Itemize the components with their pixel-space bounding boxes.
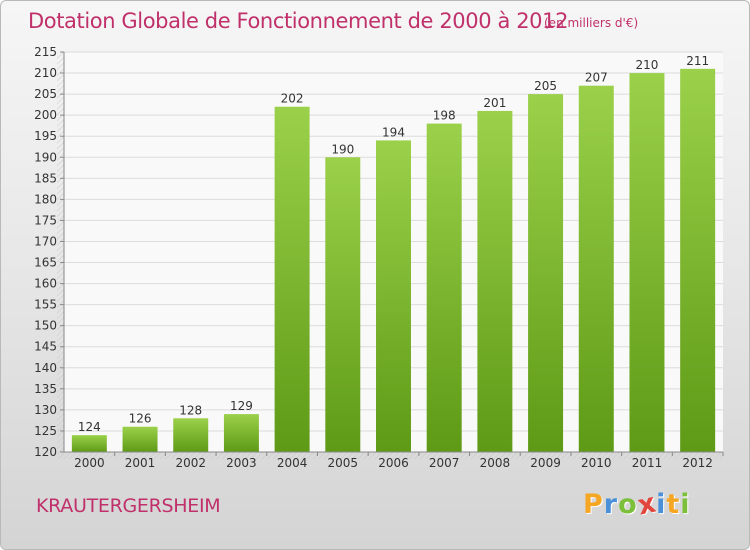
x-tick-label: 2007 xyxy=(429,456,460,470)
y-tick-label: 190 xyxy=(34,150,57,164)
unit-note: (en milliers d'€) xyxy=(544,16,639,30)
bar-value-label: 210 xyxy=(636,58,659,72)
y-tick-label: 185 xyxy=(34,171,57,185)
y-tick-label: 205 xyxy=(34,87,57,101)
logo-letter: r xyxy=(603,489,619,520)
y-tick-label: 150 xyxy=(34,319,57,333)
y-tick-label: 210 xyxy=(34,66,57,80)
x-tick-label: 2002 xyxy=(175,456,206,470)
plot-side-hatch xyxy=(57,52,64,459)
bar-value-label: 129 xyxy=(230,399,253,413)
bar xyxy=(426,123,462,452)
y-tick-label: 145 xyxy=(34,340,57,354)
logo-letter: t xyxy=(666,489,681,520)
bar-value-label: 128 xyxy=(179,403,202,417)
y-tick-label: 125 xyxy=(34,424,57,438)
y-tick-label: 160 xyxy=(34,277,57,291)
bar-value-label: 194 xyxy=(382,125,405,139)
y-tick-label: 155 xyxy=(34,298,57,312)
logo-letter: o xyxy=(618,489,638,520)
y-tick-label: 195 xyxy=(34,129,57,143)
y-tick-label: 200 xyxy=(34,108,57,122)
x-tick-label: 2003 xyxy=(226,456,257,470)
x-tick-label: 2010 xyxy=(581,456,612,470)
y-tick-label: 175 xyxy=(34,213,57,227)
bar xyxy=(528,94,564,453)
bar xyxy=(71,435,107,452)
y-tick-label: 120 xyxy=(34,445,57,459)
x-tick-label: 2008 xyxy=(480,456,511,470)
bar-value-label: 207 xyxy=(585,71,608,85)
proxiti-logo: Proxiti xyxy=(583,487,691,521)
bar-value-label: 190 xyxy=(331,142,354,156)
logo-letter: i xyxy=(680,489,691,520)
y-tick-label: 140 xyxy=(34,361,57,375)
bar xyxy=(477,110,513,453)
x-tick-label: 2005 xyxy=(328,456,359,470)
bar-value-label: 201 xyxy=(483,96,506,110)
bar xyxy=(629,73,665,452)
logo-letter: P xyxy=(583,489,604,520)
x-tick-label: 2011 xyxy=(632,456,663,470)
y-tick-label: 165 xyxy=(34,256,57,270)
x-tick-label: 2000 xyxy=(74,456,105,470)
bar-value-label: 205 xyxy=(534,79,557,93)
bar xyxy=(223,414,259,452)
bar xyxy=(578,85,614,453)
bar xyxy=(274,106,310,452)
x-tick-label: 2001 xyxy=(125,456,156,470)
commune-name: KRAUTERGERSHEIM xyxy=(36,495,221,517)
bar-value-label: 126 xyxy=(129,412,152,426)
bar-value-label: 124 xyxy=(78,420,101,434)
bar xyxy=(680,68,716,452)
bar-value-label: 202 xyxy=(281,92,304,106)
y-tick-label: 135 xyxy=(34,382,57,396)
x-tick-label: 2006 xyxy=(378,456,409,470)
bar-value-label: 198 xyxy=(433,109,456,123)
x-tick-label: 2004 xyxy=(277,456,308,470)
bar xyxy=(376,140,411,452)
x-tick-label: 2009 xyxy=(530,456,561,470)
y-tick-label: 180 xyxy=(34,192,57,206)
y-tick-label: 130 xyxy=(34,403,57,417)
logo-letter: i xyxy=(656,489,667,520)
bar xyxy=(325,157,361,452)
bar-value-label: 211 xyxy=(686,54,709,68)
x-tick-label: 2012 xyxy=(682,456,713,470)
bar xyxy=(122,426,158,452)
bar xyxy=(173,418,209,452)
y-tick-label: 170 xyxy=(34,234,57,248)
chart-title: Dotation Globale de Fonctionnement de 20… xyxy=(28,9,569,33)
plot-base-hatch xyxy=(57,452,723,459)
y-tick-label: 215 xyxy=(34,45,57,59)
